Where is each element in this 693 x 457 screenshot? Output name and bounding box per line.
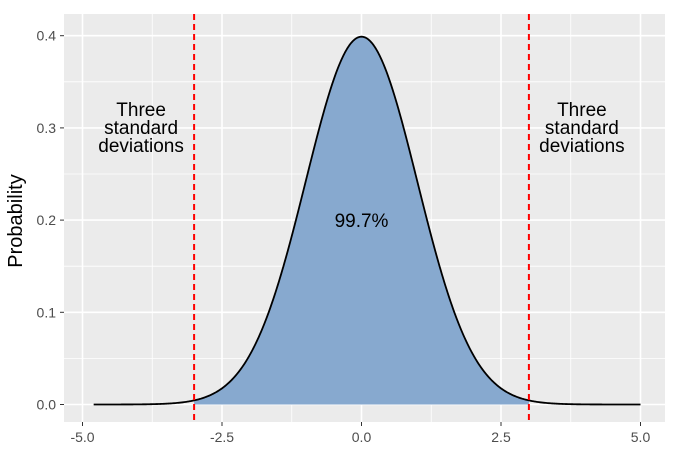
left-annotation-line: standard bbox=[104, 118, 178, 139]
right-annotation-line: Three bbox=[557, 100, 607, 121]
shaded-area bbox=[194, 36, 529, 405]
x-tick-label: 5.0 bbox=[631, 429, 651, 445]
y-axis-title: Probability bbox=[5, 174, 27, 267]
y-tick-label: 0.1 bbox=[37, 304, 57, 320]
y-tick-label: 0.0 bbox=[37, 397, 57, 413]
left-annotation-line: deviations bbox=[98, 136, 184, 157]
y-tick-label: 0.2 bbox=[37, 212, 57, 228]
right-annotation-line: deviations bbox=[539, 136, 625, 157]
right-annotation-line: standard bbox=[545, 118, 619, 139]
density-curve-line bbox=[93, 35, 641, 406]
x-tick-label: 0.0 bbox=[352, 429, 372, 445]
x-tick-label: 2.5 bbox=[491, 429, 511, 445]
x-tick-label: -5.0 bbox=[70, 429, 94, 445]
center-percentage-label: 99.7% bbox=[335, 211, 389, 232]
left-annotation-line: Three bbox=[116, 100, 166, 121]
y-tick-label: 0.4 bbox=[37, 28, 57, 44]
x-tick-label: -2.5 bbox=[210, 429, 234, 445]
y-tick-label: 0.3 bbox=[37, 120, 57, 136]
